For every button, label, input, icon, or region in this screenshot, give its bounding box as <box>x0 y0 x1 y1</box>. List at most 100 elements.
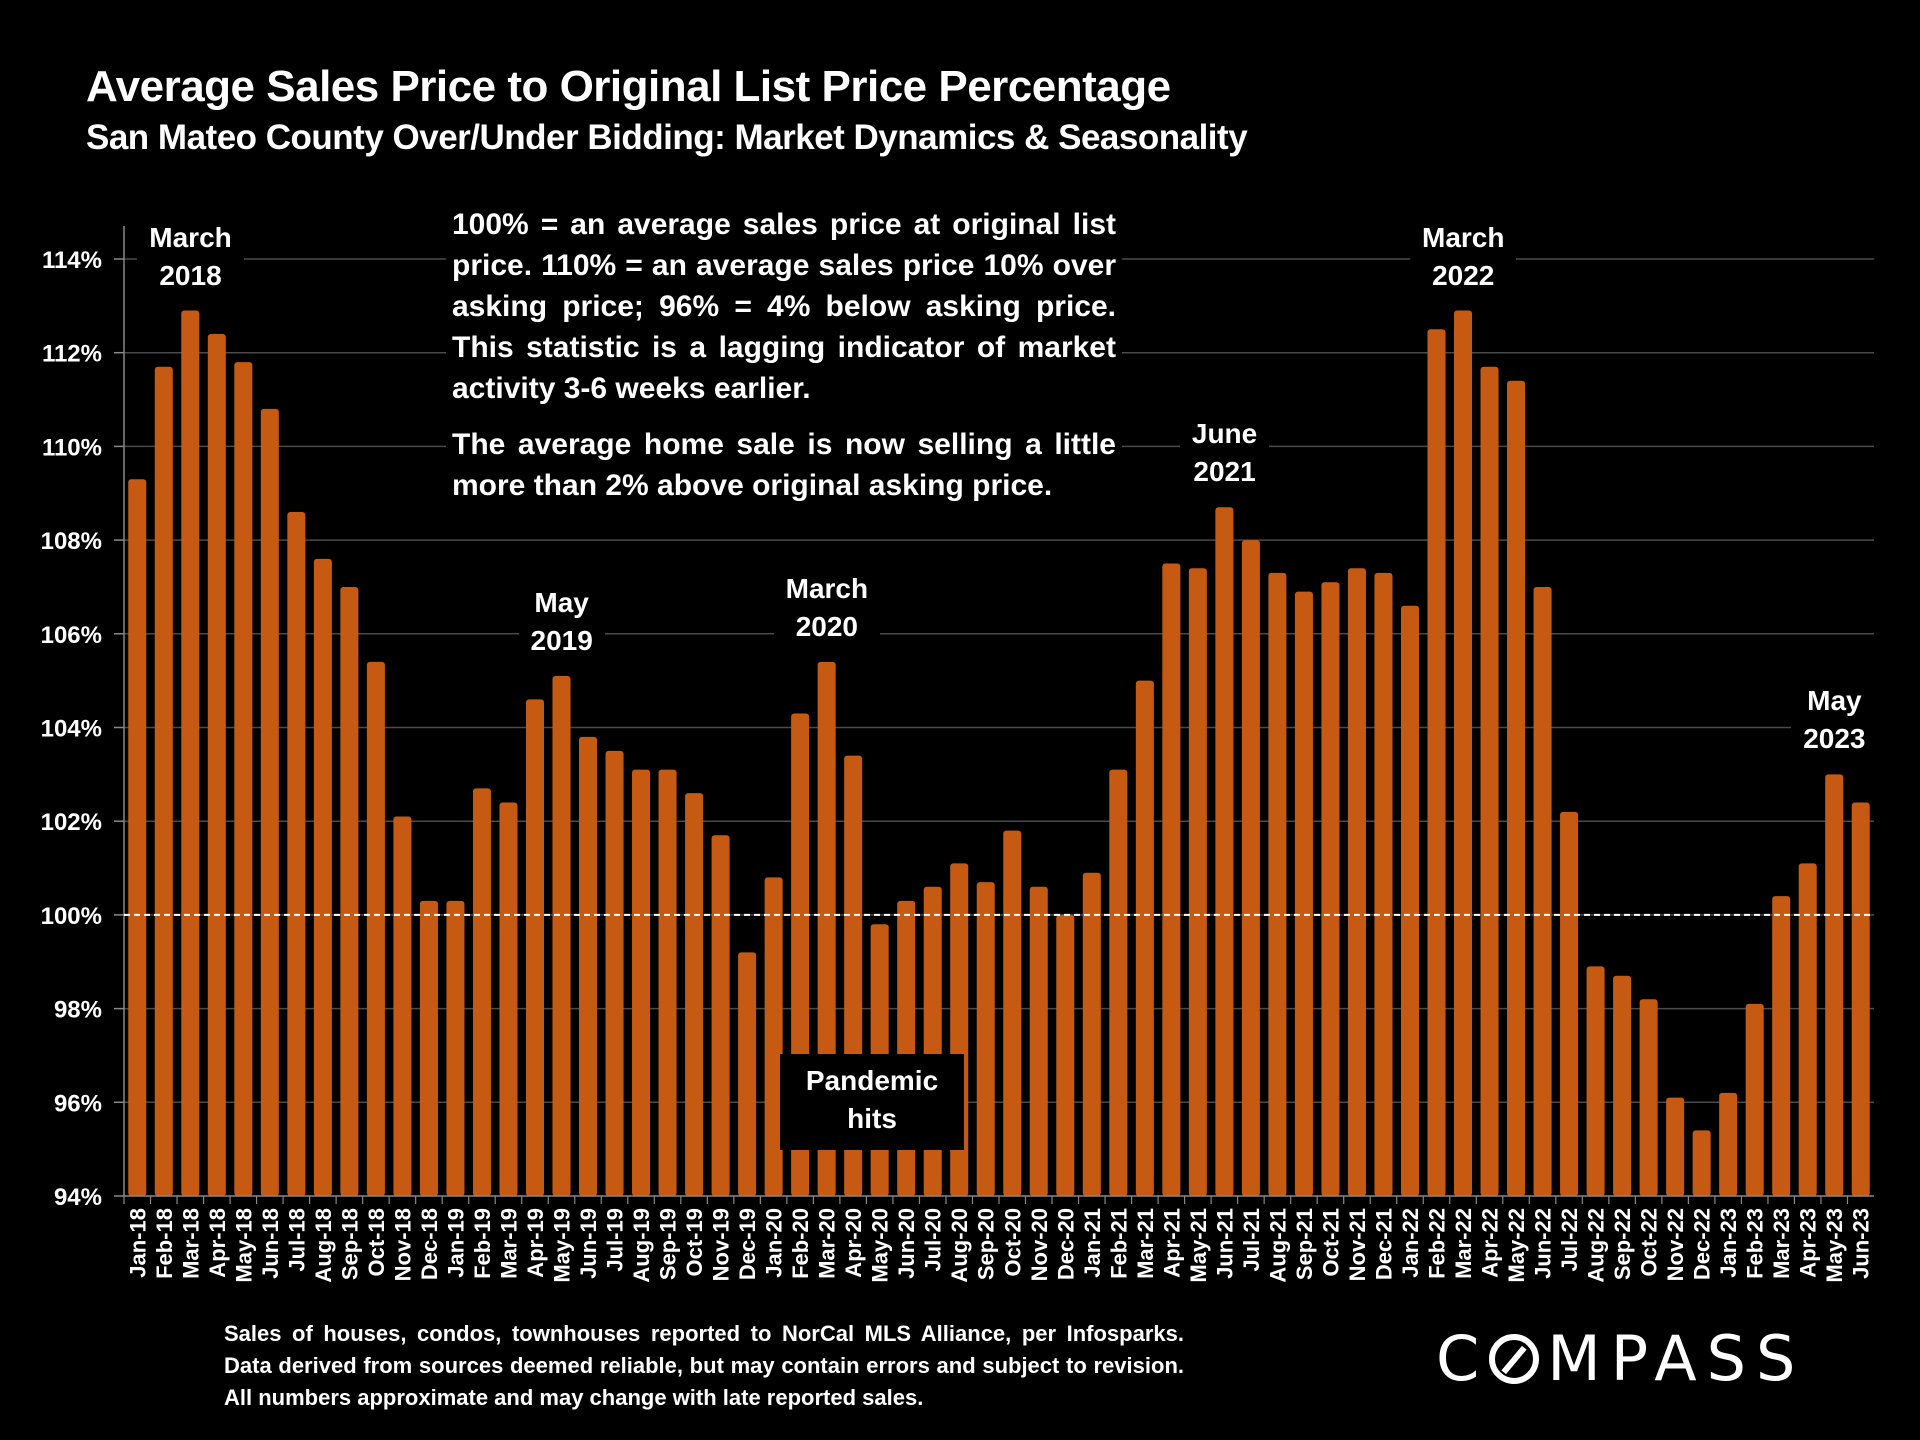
logo-letters-mpass: MPASS <box>1547 1322 1806 1395</box>
x-tick-label: Jan-21 <box>1080 1208 1105 1278</box>
bar-Jan-23 <box>1719 1092 1738 1196</box>
x-tick-label: May-19 <box>550 1208 575 1283</box>
bar-Dec-22 <box>1692 1130 1711 1196</box>
x-tick-label: Apr-20 <box>841 1208 866 1278</box>
y-tick-label: 112% <box>42 341 102 368</box>
annotation-month: March <box>149 221 232 253</box>
y-tick-label: 102% <box>41 809 102 836</box>
bar-Apr-18 <box>207 333 226 1197</box>
compass-logo: C MPASS <box>1436 1322 1805 1395</box>
bar-Apr-21 <box>1162 563 1181 1196</box>
annotation-Mar-20: March 2020 <box>773 569 881 646</box>
pandemic-callout-line1: Pandemic <box>805 1065 939 1096</box>
bar-Aug-18 <box>313 558 332 1196</box>
annotation-May-19: May 2019 <box>518 583 605 660</box>
y-tick-label: 96% <box>54 1090 102 1117</box>
x-tick-label: Jun-23 <box>1849 1208 1874 1279</box>
x-tick-label: Sep-18 <box>337 1208 362 1280</box>
x-tick-label: May-21 <box>1186 1208 1211 1283</box>
x-tick-label: Aug-21 <box>1265 1208 1290 1283</box>
bar-Sep-20 <box>976 882 995 1196</box>
bar-Oct-21 <box>1321 582 1340 1196</box>
annotation-year: 2020 <box>795 610 859 642</box>
bar-Aug-22 <box>1586 966 1605 1196</box>
bar-Dec-21 <box>1374 572 1393 1196</box>
x-tick-label: Apr-19 <box>523 1208 548 1278</box>
x-tick-label: Nov-18 <box>390 1208 415 1281</box>
x-tick-label: Oct-20 <box>1000 1208 1025 1276</box>
x-tick-label: Apr-22 <box>1478 1208 1503 1278</box>
x-tick-label: Aug-22 <box>1584 1208 1609 1283</box>
bar-May-23 <box>1825 774 1844 1196</box>
x-tick-label: Aug-18 <box>311 1208 336 1283</box>
x-tick-label: Nov-20 <box>1027 1208 1052 1281</box>
annotation-month: March <box>1422 221 1505 253</box>
pandemic-callout-line2: hits <box>847 1103 897 1134</box>
bar-Sep-18 <box>340 586 359 1196</box>
bar-Jul-19 <box>605 750 624 1196</box>
y-tick-label: 94% <box>54 1184 102 1211</box>
annotation-year: 2021 <box>1193 456 1256 488</box>
bar-Mar-21 <box>1135 680 1154 1196</box>
x-tick-label: Jun-20 <box>894 1208 919 1279</box>
bar-Jan-20 <box>764 877 783 1196</box>
bar-Mar-18 <box>181 310 200 1196</box>
y-tick-label: 98% <box>54 997 102 1024</box>
x-tick-label: Jun-19 <box>576 1208 601 1279</box>
bar-May-21 <box>1188 568 1207 1196</box>
current-market-note: The average home sale is now selling a l… <box>446 424 1122 506</box>
bar-May-18 <box>234 362 253 1196</box>
x-tick-label: Oct-19 <box>682 1208 707 1276</box>
x-tick-label: Sep-19 <box>656 1208 681 1280</box>
x-tick-label: Mar-22 <box>1451 1208 1476 1279</box>
x-tick-label: Dec-20 <box>1053 1208 1078 1280</box>
x-tick-label: Nov-22 <box>1663 1208 1688 1281</box>
x-tick-label: Jan-20 <box>762 1208 787 1278</box>
x-tick-label: Dec-21 <box>1371 1208 1396 1280</box>
bar-Oct-19 <box>685 793 704 1196</box>
x-tick-label: Sep-22 <box>1610 1208 1635 1280</box>
bar-Dec-20 <box>1056 914 1075 1196</box>
x-tick-label: Dec-22 <box>1690 1208 1715 1280</box>
bar-Jun-22 <box>1533 586 1552 1196</box>
x-tick-label: Nov-21 <box>1345 1208 1370 1281</box>
annotation-year: 2018 <box>159 259 222 291</box>
definition-note: 100% = an average sales price at origina… <box>446 204 1122 409</box>
annotation-Jun-21: June 2021 <box>1179 415 1270 492</box>
x-tick-label: May-23 <box>1822 1208 1847 1283</box>
x-tick-label: Jun-22 <box>1531 1208 1556 1279</box>
source-footnote: Sales of houses, condos, townhouses repo… <box>224 1321 1184 1410</box>
bar-Apr-19 <box>525 699 544 1196</box>
bar-Nov-20 <box>1029 886 1048 1196</box>
x-tick-label: Feb-23 <box>1743 1208 1768 1279</box>
x-tick-label: Dec-18 <box>417 1208 442 1280</box>
bar-Jan-18 <box>128 479 147 1196</box>
bar-Dec-19 <box>738 952 757 1196</box>
bar-Jun-21 <box>1215 507 1234 1196</box>
x-tick-label: Feb-19 <box>470 1208 495 1279</box>
y-tick-label: 106% <box>41 622 102 649</box>
y-tick-label: 100% <box>41 903 102 930</box>
bar-Jun-18 <box>260 408 279 1196</box>
bar-Feb-19 <box>472 788 491 1196</box>
bar-Jul-21 <box>1241 540 1260 1196</box>
x-tick-label: May-18 <box>231 1208 256 1283</box>
annotation-year: 2022 <box>1432 259 1495 291</box>
x-tick-label: Sep-21 <box>1292 1208 1317 1280</box>
x-tick-label: Jul-22 <box>1557 1208 1582 1272</box>
x-tick-label: Dec-19 <box>735 1208 760 1280</box>
bar-Jan-22 <box>1400 605 1419 1196</box>
x-tick-label: Oct-21 <box>1318 1208 1343 1276</box>
bar-Oct-20 <box>1003 830 1022 1196</box>
bar-Apr-22 <box>1480 366 1499 1196</box>
x-tick-label: May-22 <box>1504 1208 1529 1283</box>
x-tick-label: Oct-22 <box>1637 1208 1662 1276</box>
x-tick-label: Nov-19 <box>709 1208 734 1281</box>
x-tick-label: Aug-20 <box>947 1208 972 1283</box>
bar-Oct-18 <box>366 661 385 1196</box>
x-tick-label: Feb-18 <box>152 1208 177 1279</box>
logo-letter-c: C <box>1436 1322 1490 1395</box>
x-tick-label: Mar-20 <box>815 1208 840 1279</box>
bar-Mar-23 <box>1772 896 1791 1196</box>
